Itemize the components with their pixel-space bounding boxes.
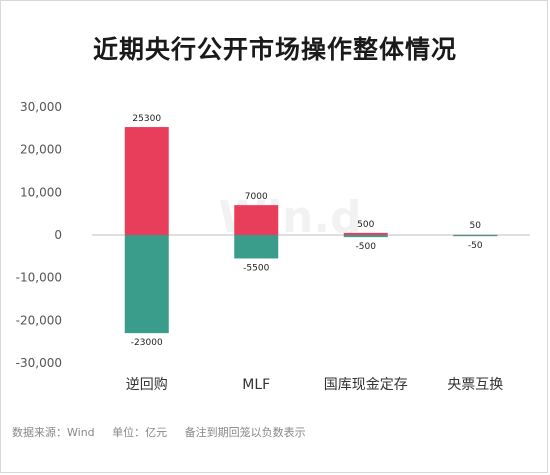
y-tick-label: -30,000	[16, 356, 62, 370]
bar-positive	[234, 205, 279, 235]
y-tick-label: 0	[54, 228, 62, 242]
x-category-label: MLF	[242, 377, 270, 393]
y-tick-label: -20,000	[16, 313, 62, 327]
data-label-positive: 50	[470, 221, 482, 231]
bar-positive	[124, 127, 169, 235]
x-category-label: 央票互换	[447, 376, 503, 393]
data-label-positive: 25300	[132, 114, 161, 124]
unit-label: 单位：亿元	[112, 426, 168, 439]
data-label-negative: -23000	[131, 338, 163, 348]
bar-negative	[453, 235, 498, 237]
bar-positive	[343, 232, 388, 235]
y-tick-label: 20,000	[20, 143, 62, 157]
chart-footer: 数据来源：Wind 单位：亿元 备注到期回笼以负数表示	[12, 424, 320, 440]
data-label-positive: 500	[357, 220, 374, 230]
data-label-negative: -50	[468, 241, 483, 251]
data-label-negative: -5500	[243, 263, 269, 273]
bar-negative	[343, 235, 388, 238]
chart-title: 近期央行公开市场操作整体情况	[92, 35, 457, 64]
data-label-negative: -500	[356, 242, 377, 252]
footnote: 备注到期回笼以负数表示	[184, 426, 306, 439]
data-label-positive: 7000	[245, 192, 268, 202]
x-category-label: 国库现金定存	[324, 377, 408, 393]
bar-negative	[124, 235, 169, 334]
bar-negative	[234, 235, 279, 259]
x-category-label: 逆回购	[126, 377, 168, 393]
y-tick-label: 30,000	[20, 100, 62, 114]
y-tick-label: 10,000	[20, 185, 62, 199]
y-tick-label: -10,000	[16, 271, 62, 285]
data-source: 数据来源：Wind	[12, 426, 95, 439]
